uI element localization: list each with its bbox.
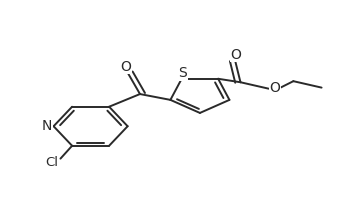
Text: O: O: [270, 81, 280, 95]
Text: O: O: [230, 48, 241, 62]
Text: S: S: [178, 66, 187, 80]
Text: Cl: Cl: [46, 156, 58, 169]
Text: O: O: [120, 60, 131, 74]
Text: N: N: [42, 119, 52, 133]
